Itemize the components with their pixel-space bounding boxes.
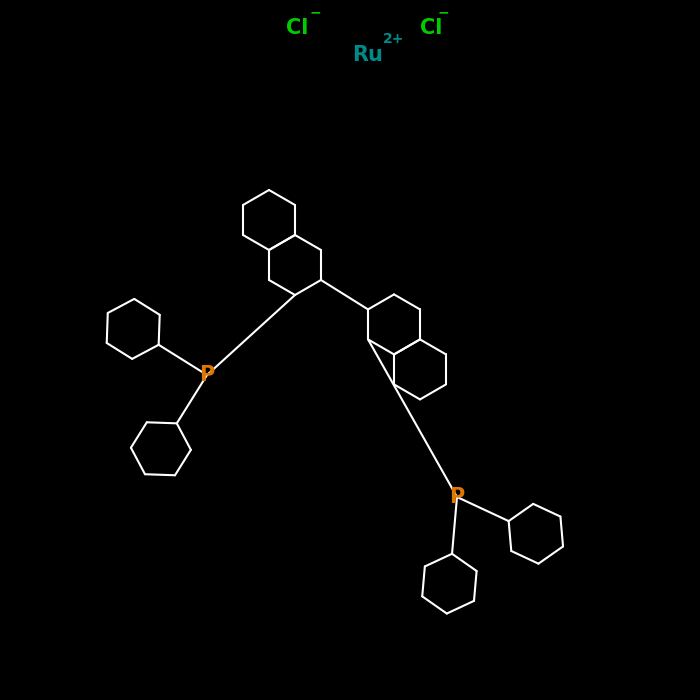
Text: Ru: Ru xyxy=(353,45,384,65)
Text: P: P xyxy=(449,487,465,507)
Text: Cl: Cl xyxy=(420,18,442,38)
Text: Cl: Cl xyxy=(286,18,308,38)
Text: 2+: 2+ xyxy=(383,32,405,46)
Text: −: − xyxy=(438,5,449,19)
Text: −: − xyxy=(310,5,321,19)
Text: P: P xyxy=(199,365,215,385)
